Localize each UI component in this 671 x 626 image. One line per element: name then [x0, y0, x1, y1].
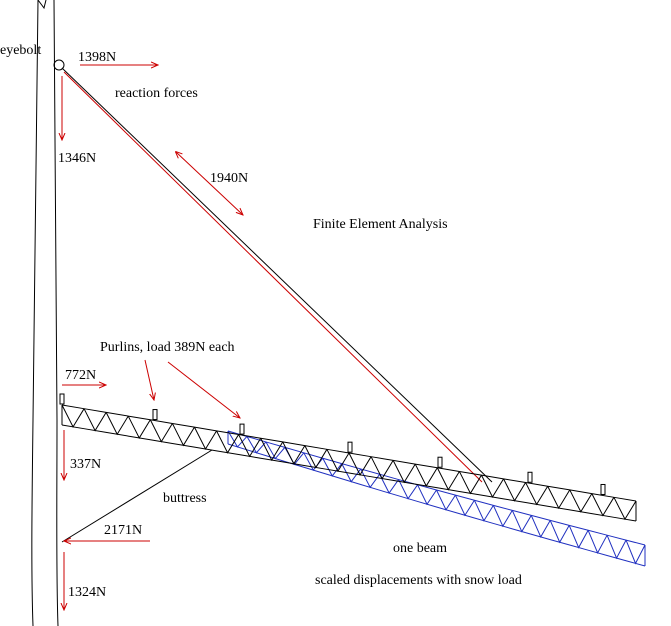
purlin — [347, 441, 353, 453]
cable — [61, 67, 493, 483]
label: reaction forces — [115, 86, 198, 101]
eyebolt — [53, 59, 65, 71]
label: Purlins, load 389N each — [100, 340, 235, 355]
buttress — [61, 449, 213, 543]
diagonals — [61, 404, 637, 521]
purlin — [527, 471, 533, 483]
label: eyebolt — [0, 43, 41, 58]
purlin — [152, 409, 158, 421]
label: 1940N — [210, 171, 248, 186]
bottom-chord — [227, 443, 646, 567]
load-arrow — [167, 361, 240, 418]
wall-edge — [53, 0, 59, 626]
wall-break — [37, 0, 47, 10]
cable-deflected — [63, 71, 483, 483]
load-arrow — [144, 359, 154, 400]
label: 1324N — [68, 585, 106, 600]
purlin — [59, 393, 65, 405]
diagonals — [227, 430, 646, 565]
label: 337N — [70, 457, 101, 472]
force-arrow — [176, 152, 243, 215]
bottom-chord — [61, 424, 637, 522]
purlin — [437, 456, 443, 468]
label: 772N — [65, 368, 96, 383]
purlin — [600, 483, 606, 495]
title: Finite Element Analysis — [313, 217, 448, 232]
label: one beam — [393, 541, 447, 556]
purlin — [239, 423, 245, 435]
label: 2171N — [104, 523, 142, 538]
label: buttress — [163, 491, 207, 506]
wall-edge — [31, 0, 39, 626]
label: 1398N — [78, 50, 116, 65]
label: scaled displacements with snow load — [315, 573, 522, 588]
label: 1346N — [58, 151, 96, 166]
